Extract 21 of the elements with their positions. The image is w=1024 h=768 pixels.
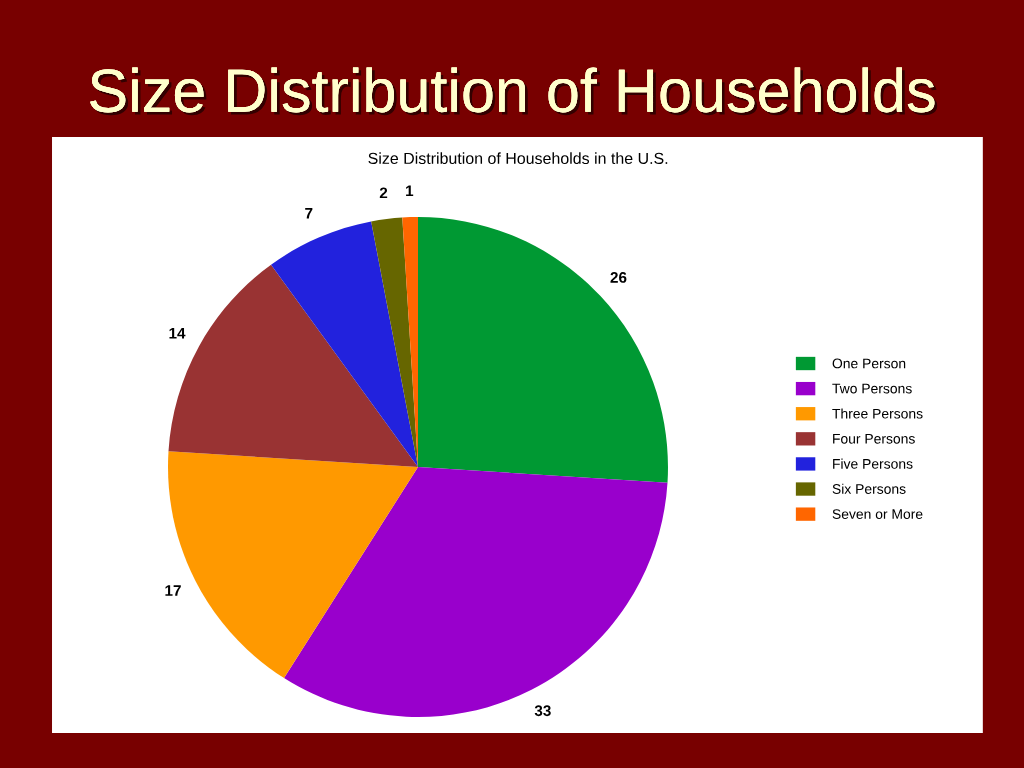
legend-label: One Person [832, 358, 906, 369]
legend-label: Six Persons [832, 483, 906, 494]
legend-label: Three Persons [832, 408, 923, 419]
legend-label: Two Persons [832, 383, 912, 394]
pie-slice [371, 217, 418, 467]
data-label: 2 [379, 187, 388, 199]
chart-subtitle: Size Distribution of Households in the U.S. [368, 152, 668, 165]
data-label: 33 [534, 705, 551, 717]
legend-label: Seven or More [832, 509, 923, 519]
data-label: 1 [406, 185, 414, 197]
pie-slice [168, 264, 418, 467]
data-label: 26 [610, 272, 627, 283]
data-label: 14 [169, 327, 186, 339]
data-label: 17 [165, 585, 181, 596]
data-label: 7 [305, 208, 313, 219]
pie-slice [271, 221, 418, 467]
legend-label: Four Persons [833, 433, 915, 444]
pie-slice [284, 467, 668, 717]
legend-label: Five Persons [833, 458, 913, 469]
chart-title: Size Distribution of Households [90, 67, 938, 116]
pie-slice [418, 217, 668, 483]
